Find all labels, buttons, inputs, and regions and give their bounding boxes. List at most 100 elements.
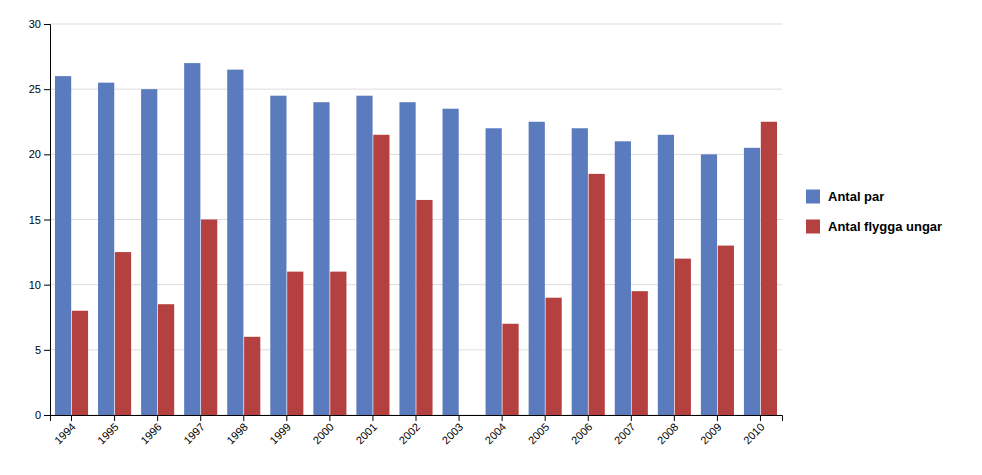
bar [115, 252, 131, 415]
legend-label: Antal par [828, 189, 884, 204]
y-axis: 0 5 10 15 20 25 30 [29, 18, 51, 421]
bar-series [72, 122, 777, 415]
x-tick-mark [459, 415, 460, 421]
y-tick-label: 5 [35, 344, 41, 356]
bar [416, 200, 432, 415]
x-tick-label: 2009 [698, 421, 724, 447]
x-tick-label: 2006 [569, 421, 595, 447]
y-tick-mark [44, 415, 50, 416]
y-tick-mark [44, 89, 50, 90]
bar [373, 135, 389, 415]
bar [658, 135, 674, 415]
legend: Antal par Antal flygga ungar [806, 189, 942, 234]
bar [201, 220, 217, 416]
x-tick: 2005 [526, 415, 552, 446]
x-tick: 2007 [612, 415, 638, 446]
x-tick-mark [157, 415, 158, 421]
y-tick-label: 10 [29, 279, 41, 291]
legend-swatch [806, 190, 820, 204]
x-tick-label: 1994 [52, 421, 78, 447]
x-tick-label: 2010 [741, 421, 767, 447]
x-tick-mark [243, 415, 244, 421]
bar [675, 259, 691, 415]
y-tick-label: 0 [35, 409, 41, 421]
bar [615, 141, 631, 415]
bar [459, 415, 475, 416]
x-tick: 2009 [698, 415, 724, 446]
y-tick-label: 15 [29, 214, 41, 226]
bar [502, 324, 518, 415]
x-tick-label: 2005 [526, 421, 552, 447]
x-axis-line [51, 416, 783, 422]
y-tick-label: 30 [29, 18, 41, 30]
x-tick-mark [372, 415, 373, 421]
y-tick: 20 [29, 148, 50, 160]
bar [443, 109, 459, 415]
y-tick-mark [44, 154, 50, 155]
bar [589, 174, 605, 415]
x-tick-mark [588, 415, 589, 421]
x-tick-label: 1996 [138, 421, 164, 447]
y-tick: 10 [29, 279, 50, 291]
bar [744, 148, 760, 415]
y-tick: 0 [35, 409, 50, 421]
bar [529, 122, 545, 415]
y-tick-mark [44, 350, 50, 351]
bar [184, 63, 200, 415]
bar [546, 298, 562, 415]
legend-label: Antal flygga ungar [828, 219, 942, 234]
bar [287, 272, 303, 415]
bar [227, 70, 243, 415]
legend-item: Antal par [806, 189, 884, 204]
grid [50, 24, 782, 415]
bar [313, 102, 329, 415]
x-tick: 1997 [181, 415, 207, 446]
x-tick: 1996 [138, 415, 164, 446]
y-tick: 30 [29, 18, 50, 30]
x-tick: 2010 [741, 415, 767, 446]
x-tick-mark [760, 415, 761, 421]
x-tick: 1995 [95, 415, 121, 446]
x-tick: 2002 [396, 415, 422, 446]
grid-line [50, 89, 782, 90]
bar [72, 311, 88, 415]
x-tick-label: 2004 [483, 421, 509, 447]
bar [141, 89, 157, 415]
x-tick-label: 1995 [95, 421, 121, 447]
x-tick-label: 2007 [612, 421, 638, 447]
x-tick: 2006 [569, 415, 595, 446]
y-tick-label: 20 [29, 148, 41, 160]
x-tick-label: 1997 [181, 421, 207, 447]
bar-series [55, 63, 760, 415]
x-tick: 1994 [52, 415, 78, 446]
x-tick: 2003 [439, 415, 465, 446]
y-tick: 15 [29, 214, 50, 226]
x-tick-label: 2002 [396, 421, 422, 447]
grid-line [50, 24, 782, 25]
chart: 0 5 10 15 20 25 30 1994 1995 1996 1997 1998 1999 2000… [0, 0, 982, 475]
bar [270, 96, 286, 415]
y-tick-mark [44, 285, 50, 286]
x-tick-label: 1999 [267, 421, 293, 447]
x-tick: 1998 [224, 415, 250, 446]
x-tick-mark [71, 415, 72, 421]
x-tick-mark [545, 415, 546, 421]
x-tick: 1999 [267, 415, 293, 446]
x-tick-mark [631, 415, 632, 421]
x-tick-label: 2008 [655, 421, 681, 447]
bar [399, 102, 415, 415]
x-tick-label: 2000 [310, 421, 336, 447]
x-axis: 1994 1995 1996 1997 1998 1999 2000 2001 2002 2003… [51, 415, 783, 446]
bar [356, 96, 372, 415]
bar [572, 128, 588, 415]
bars [55, 63, 777, 415]
bar [701, 154, 717, 415]
x-tick-mark [717, 415, 718, 421]
x-tick-label: 1998 [224, 421, 250, 447]
y-tick: 25 [29, 83, 50, 95]
bar [98, 83, 114, 415]
bar [761, 122, 777, 415]
x-tick-label: 2001 [353, 421, 379, 447]
bar [486, 128, 502, 415]
x-tick-mark [416, 415, 417, 421]
